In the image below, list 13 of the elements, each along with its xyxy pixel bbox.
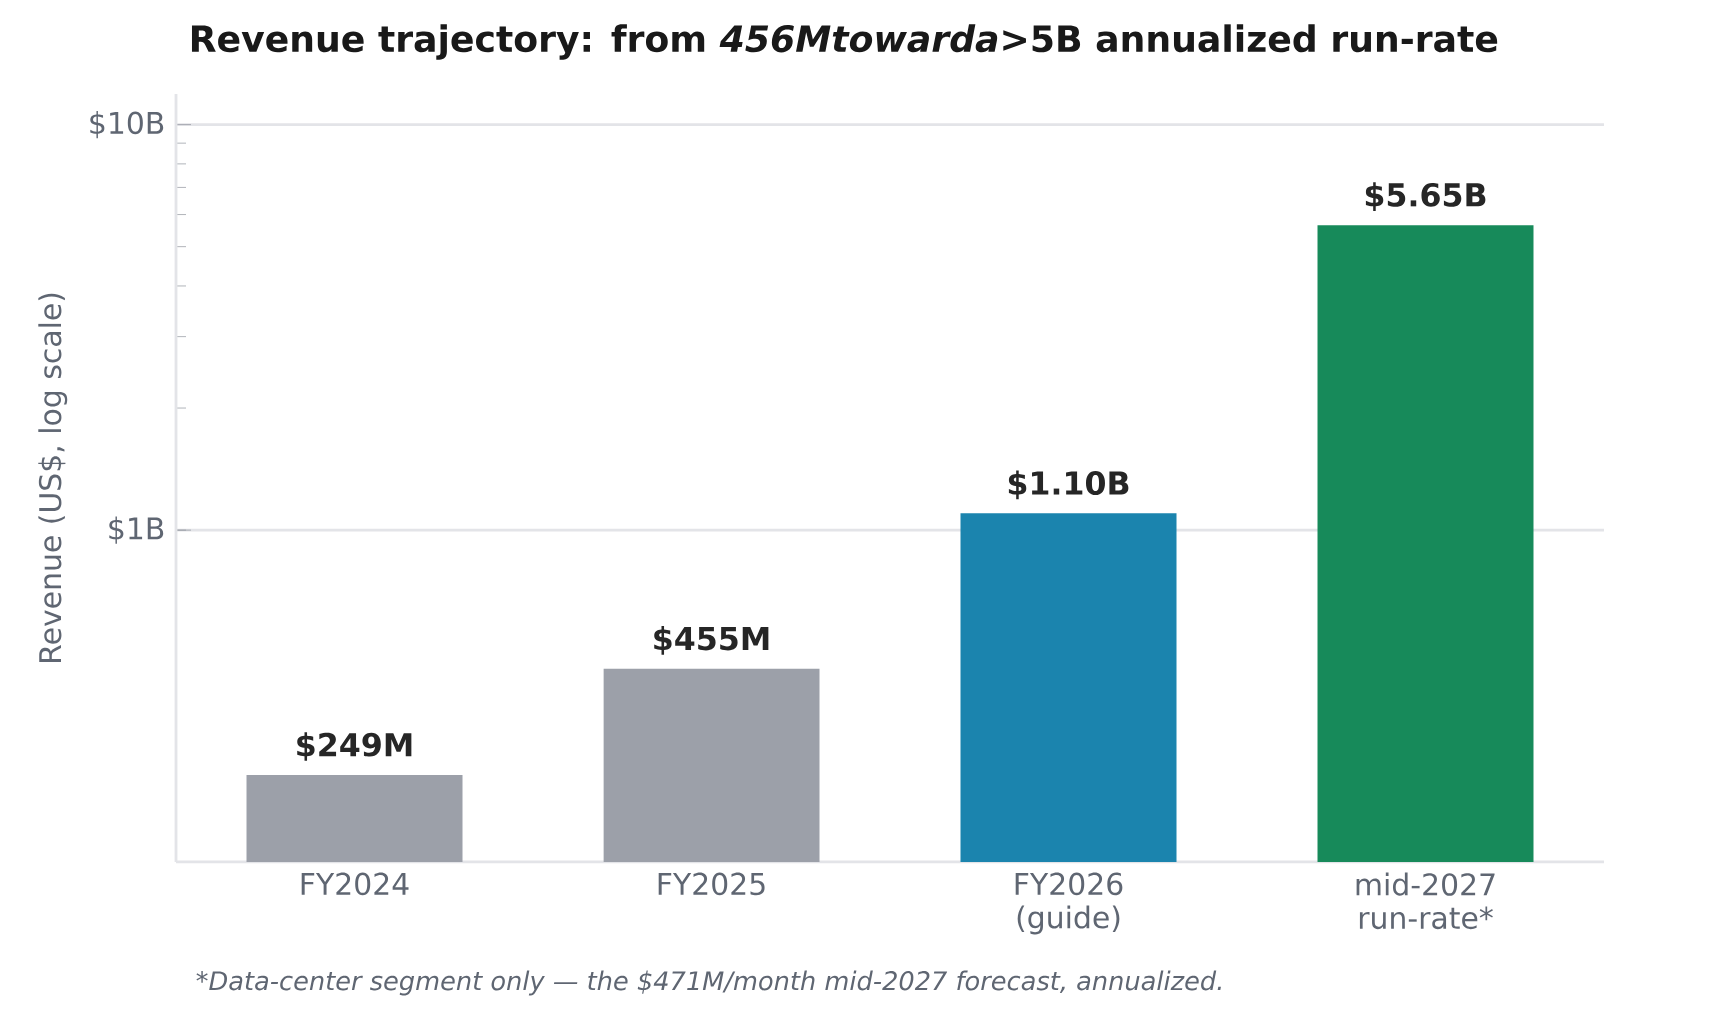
x-tick-label: mid-2027 run-rate* — [1356, 872, 1495, 930]
y-tick-label: $1B — [109, 516, 164, 544]
data-label: $1.10B — [1008, 470, 1129, 500]
x-tick-label: FY2024 — [301, 872, 409, 896]
text: *Data-center segment only — the $471M/month mid-2027 forecast, annualized. — [196, 970, 1221, 996]
chart-title: Revenue trajectory: from 456Mtowarda>5B annualized run-rate — [191, 24, 1498, 60]
data-label: $5.65B — [1365, 182, 1486, 211]
y-axis-title: Revenue (US$, log scale) — [38, 293, 68, 662]
x-tick-label: FY2026 (guide) — [1015, 872, 1123, 935]
data-label: $249M — [297, 732, 412, 761]
data-label: $455M — [654, 625, 769, 655]
y-tick-label: $10B — [90, 111, 164, 139]
x-tick-label: FY2025 — [658, 872, 765, 896]
